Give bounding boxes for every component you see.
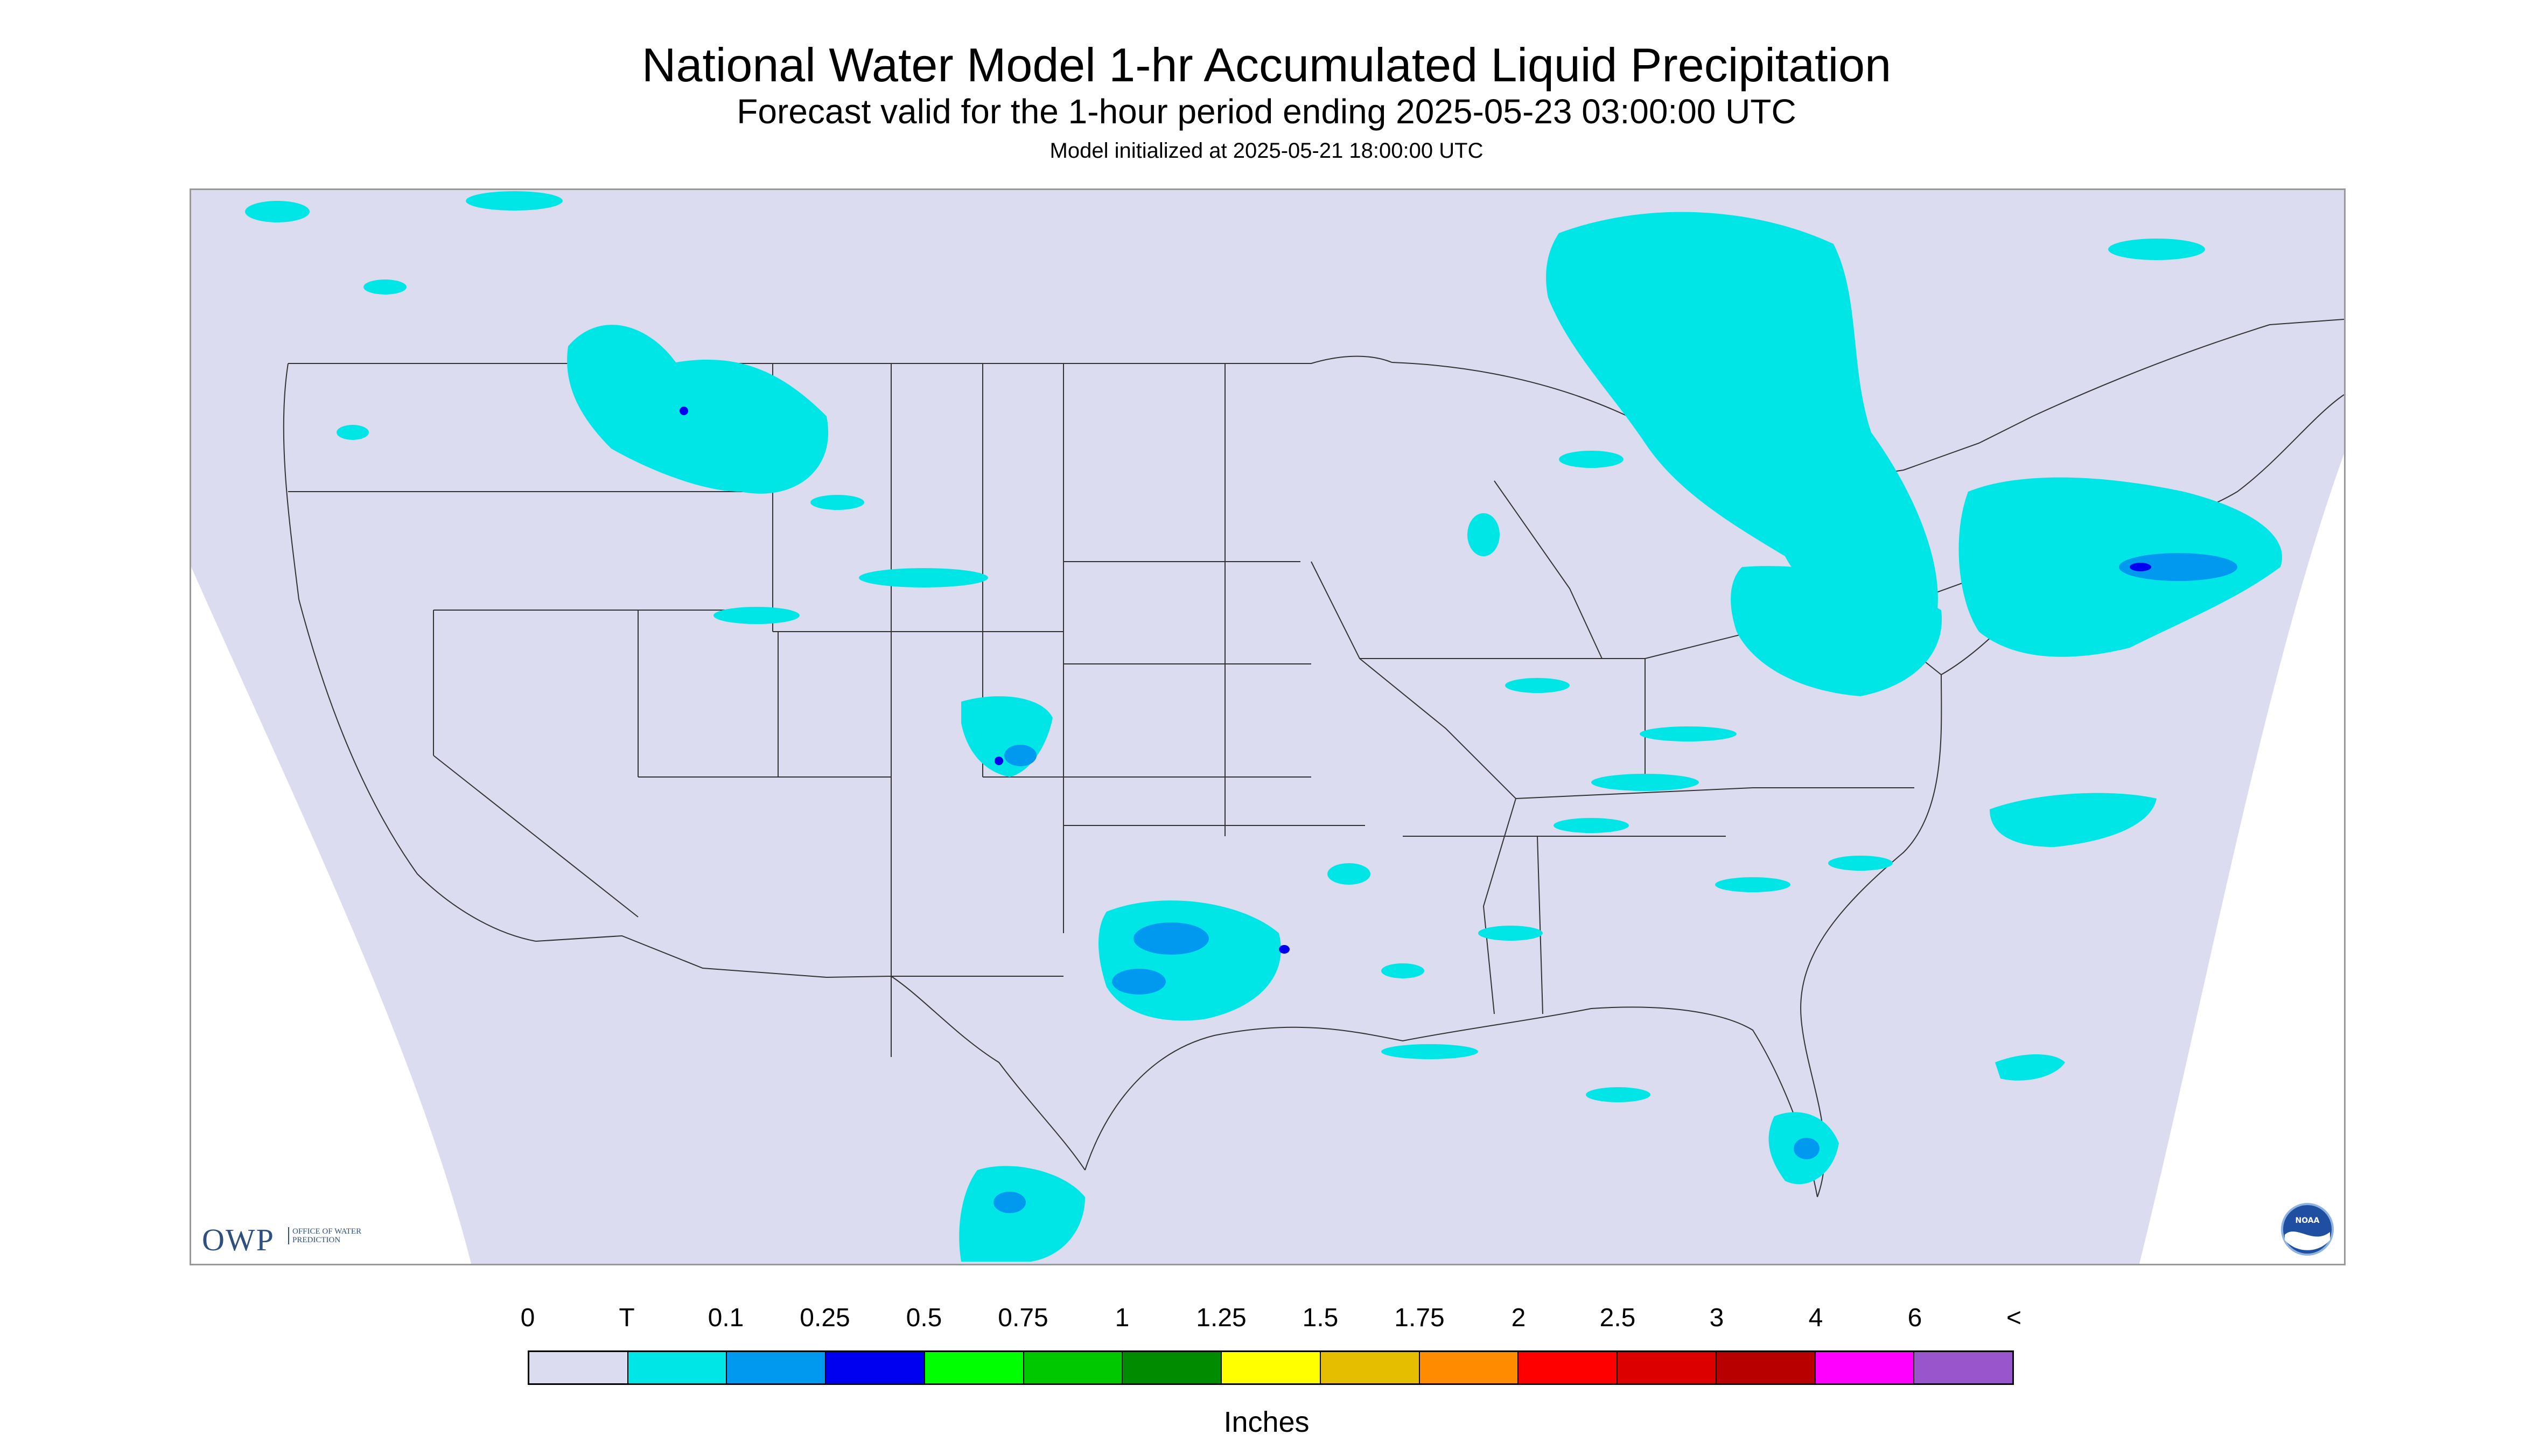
model-init-time: Model initialized at 2025-05-21 18:00:00… [1049,139,1484,163]
owp-logo-text: OFFICE OF WATER PREDICTION [288,1227,373,1244]
legend-swatch [1618,1352,1717,1383]
legend-tick-label: 0.75 [998,1304,1048,1332]
legend-swatch [628,1352,727,1383]
legend-swatch [1914,1352,2013,1383]
legend-tick-label: 1.25 [1196,1304,1247,1332]
legend-tick-label: T [619,1304,635,1332]
owp-logo-letters: OWP [202,1222,275,1257]
owp-logo: OWP OFFICE OF WATER PREDICTION [202,1224,380,1256]
legend-tick-label: 2 [1511,1304,1526,1332]
precip-bahamas [1995,1054,2065,1081]
legend-tick-label: 0.5 [906,1304,942,1332]
legend-swatch [925,1352,1024,1383]
legend-swatch [1716,1352,1816,1383]
legend-swatch [1419,1352,1519,1383]
precipitation-legend: 0 T 0.1 0.25 0.5 0.75 1 1.25 1.5 1.75 2 2.5 3 4 6 < [521,1303,2021,1389]
legend-tick-label: 0.25 [800,1304,850,1332]
legend-swatch [1815,1352,1915,1383]
boundaries [283,319,2344,1198]
precip-moderate [680,407,2151,954]
precipitation-map: OWP OFFICE OF WATER PREDICTION NOAA [190,188,2346,1265]
precip-great-lakes [1546,212,1938,623]
gulf-coast [1084,1006,1818,1198]
map-canvas [191,190,2344,1264]
legend-tick-label: 6 [1907,1304,1922,1332]
legend-tick-label: 3 [1709,1304,1724,1332]
legend-swatch [1123,1352,1222,1383]
legend-tick-label: < [2006,1304,2022,1332]
legend-swatch [727,1352,827,1383]
legend-colorbar [528,1350,2014,1385]
precip-mexico [959,1166,1085,1262]
legend-tick-label: 4 [1808,1304,1823,1332]
noaa-logo-text: NOAA [2296,1216,2320,1225]
precip-atlantic [1990,793,2157,847]
legend-tick-label: 0.1 [708,1304,744,1332]
legend-swatch [1222,1352,1321,1383]
legend-tick-label: 1.5 [1302,1304,1339,1332]
map-subtitle: Forecast valid for the 1-hour period end… [737,92,1796,131]
precip-trace [245,191,2283,1262]
legend-swatch [1519,1352,1618,1383]
legend-units: Inches [1223,1406,1310,1438]
legend-tick-label: 1.75 [1394,1304,1445,1332]
legend-swatch [1024,1352,1123,1383]
us-mexico-border [535,935,1086,1171]
precip-ohio-valley [1731,566,1942,696]
model-domain [191,190,2344,1264]
precip-northern-rockies [567,325,829,494]
legend-swatch [826,1352,925,1383]
legend-tick-label: 2.5 [1599,1304,1636,1332]
legend-tick-label: 1 [1115,1304,1130,1332]
legend-tick-label: 0 [520,1304,535,1332]
legend-swatch [529,1352,628,1383]
precip-light [993,553,2237,1213]
noaa-logo: NOAA [2281,1203,2334,1256]
east-coast [1800,394,2344,1198]
map-title: National Water Model 1-hr Accumulated Li… [641,38,1892,92]
west-coast [283,363,536,942]
legend-swatch [1320,1352,1420,1383]
